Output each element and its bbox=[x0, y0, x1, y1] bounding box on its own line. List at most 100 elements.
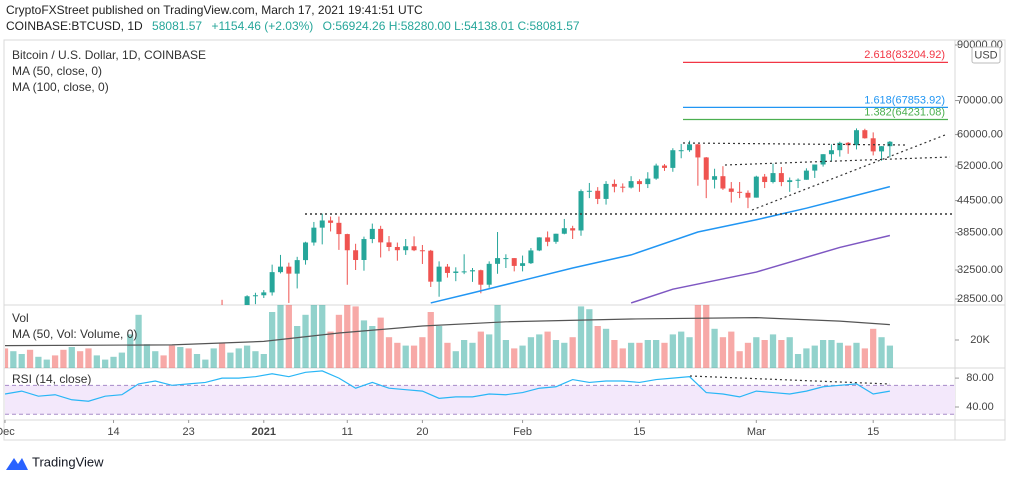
candle-body bbox=[394, 246, 400, 251]
candle-body bbox=[645, 178, 651, 185]
volume-bar bbox=[611, 340, 618, 368]
volume-bar bbox=[26, 349, 34, 368]
volume-bar bbox=[786, 337, 793, 368]
candle-body bbox=[687, 144, 693, 151]
candle-body bbox=[361, 239, 367, 260]
volume-bar bbox=[502, 340, 510, 368]
volume-bar bbox=[627, 342, 635, 368]
resistance-line bbox=[682, 142, 906, 146]
candle-body bbox=[311, 227, 317, 243]
x-tick-label: 23 bbox=[183, 426, 195, 438]
candle-body bbox=[603, 183, 609, 199]
volume-bar bbox=[360, 320, 368, 368]
candle-body bbox=[778, 173, 784, 183]
volume-bar bbox=[85, 348, 92, 368]
volume-bar bbox=[744, 342, 752, 368]
y-tick-label: 60000.00 bbox=[957, 128, 1003, 140]
volume-bar bbox=[669, 334, 676, 368]
candle-body bbox=[586, 190, 592, 192]
candle-body bbox=[820, 154, 826, 165]
candle-body bbox=[461, 271, 467, 273]
candle-body bbox=[244, 296, 250, 305]
y-tick-label: 52000.00 bbox=[957, 160, 1003, 172]
x-tick-label: 14 bbox=[107, 426, 119, 438]
candle-body bbox=[411, 246, 417, 251]
candle-body bbox=[386, 242, 392, 247]
legend-entry: MA (50, close, 0) bbox=[12, 64, 102, 78]
candle-body bbox=[853, 130, 859, 146]
x-tick-label: 15 bbox=[867, 426, 879, 438]
volume-bar bbox=[377, 317, 384, 368]
candle-body bbox=[636, 181, 642, 185]
candle-body bbox=[712, 176, 718, 180]
volume-bar bbox=[260, 354, 267, 368]
candle-body bbox=[795, 179, 801, 181]
candle-body bbox=[486, 263, 492, 285]
candle-body bbox=[628, 181, 634, 188]
fib-label: 1.382(64231.08) bbox=[864, 106, 945, 118]
candle-body bbox=[478, 270, 484, 285]
candle-body bbox=[277, 266, 283, 273]
y-tick-label: 32500.00 bbox=[957, 264, 1003, 276]
volume-bar bbox=[878, 337, 885, 368]
volume-bar bbox=[811, 345, 818, 368]
volume-bar bbox=[511, 348, 518, 368]
candle-body bbox=[319, 220, 325, 228]
volume-bar bbox=[736, 351, 743, 368]
volume-bar bbox=[803, 348, 810, 368]
candle-body bbox=[294, 260, 300, 274]
volume-bar bbox=[152, 351, 159, 368]
logo bbox=[6, 458, 28, 470]
volume-bar bbox=[177, 347, 184, 368]
header-line: CryptoFXStreet published on TradingView.… bbox=[6, 3, 423, 17]
volume-bar bbox=[886, 345, 894, 368]
legend-entry: RSI (14, close) bbox=[12, 372, 91, 386]
volume-bar bbox=[544, 331, 551, 368]
volume-bar bbox=[327, 331, 334, 368]
candle-body bbox=[520, 263, 526, 266]
candle-body bbox=[369, 228, 375, 240]
candle-body bbox=[328, 220, 334, 223]
volume-bar bbox=[636, 342, 643, 368]
volume-bar bbox=[127, 334, 134, 368]
candle-body bbox=[653, 165, 659, 179]
volume-bar bbox=[369, 326, 376, 368]
candle-body bbox=[661, 165, 667, 168]
candle-body bbox=[753, 176, 759, 198]
candle-body bbox=[303, 242, 309, 261]
volume-bar bbox=[853, 342, 860, 368]
volume-bar bbox=[753, 337, 760, 368]
y-tick-label: 28500.00 bbox=[957, 293, 1003, 305]
volume-bar bbox=[602, 328, 610, 368]
y-tick-label: 20K bbox=[970, 334, 990, 346]
candle-body bbox=[695, 144, 701, 158]
candle-body bbox=[620, 186, 626, 188]
currency: USD bbox=[974, 49, 997, 61]
y-tick-label: 38500.00 bbox=[957, 226, 1003, 238]
volume-bar bbox=[469, 342, 476, 368]
volume-bar bbox=[761, 340, 768, 368]
watermark: TradingView bbox=[32, 454, 104, 469]
candle-body bbox=[161, 338, 166, 342]
legend-title: Bitcoin / U.S. Dollar, 1D, COINBASE bbox=[12, 48, 206, 62]
candle-body bbox=[812, 164, 818, 171]
volume-bar bbox=[686, 337, 693, 368]
volume-bar bbox=[644, 340, 651, 368]
candle-body bbox=[353, 250, 359, 260]
candle-body bbox=[186, 339, 191, 344]
volume-bar bbox=[769, 334, 777, 368]
volume-bar bbox=[653, 340, 660, 368]
volume-bar bbox=[18, 354, 25, 368]
candle-body bbox=[678, 150, 684, 152]
y-tick-label: 40.00 bbox=[966, 401, 994, 413]
candle-body bbox=[261, 292, 267, 296]
candle-body bbox=[787, 180, 793, 183]
x-tick-label: Dec bbox=[0, 426, 15, 438]
volume-bar bbox=[435, 326, 443, 368]
candle-body bbox=[503, 258, 509, 260]
volume-bar bbox=[828, 340, 835, 368]
volume-bar bbox=[719, 337, 727, 368]
trend-line bbox=[724, 156, 951, 166]
volume-bar bbox=[310, 305, 318, 368]
